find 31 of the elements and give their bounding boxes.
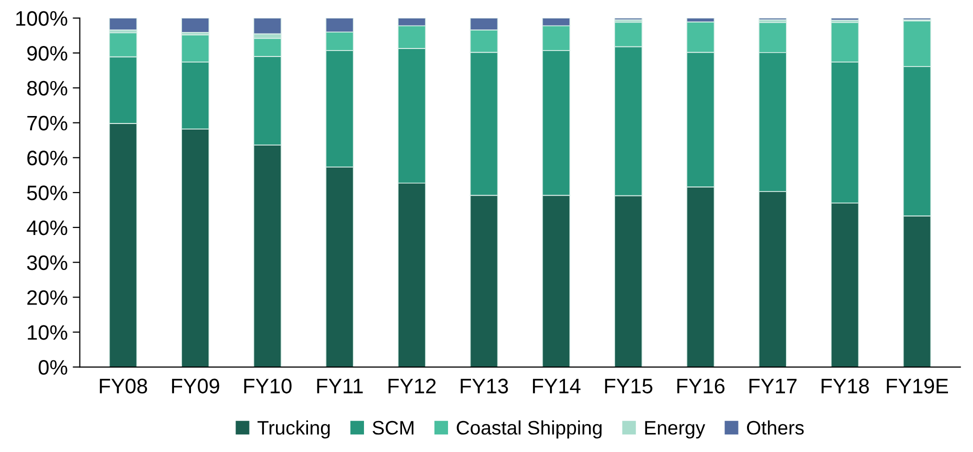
legend-label: Trucking (258, 420, 330, 439)
x-tick-label: FY12 (388, 378, 436, 394)
x-tick-label: FY10 (244, 378, 292, 394)
legend-label: Others (746, 420, 804, 435)
x-tick-label: FY15 (605, 378, 652, 394)
x-tick-label: FY09 (172, 378, 220, 394)
x-tick-label: FY11 (317, 378, 363, 394)
y-tick-label: 90% (27, 46, 68, 61)
bar (181, 18, 210, 33)
legend-label: Energy (645, 421, 706, 439)
y-tick-label: 20% (27, 290, 68, 305)
x-tick-label: FY16 (677, 378, 724, 394)
x-tick-label: FY17 (750, 378, 797, 394)
y-tick-label: 0% (38, 360, 68, 375)
legend-label: Coastal Shipping (456, 420, 602, 439)
y-tick-label: 80% (27, 80, 68, 96)
y-tick-label: 30% (27, 255, 68, 270)
legend-label: SCM (372, 420, 414, 435)
x-tick-label: FY13 (460, 378, 508, 394)
x-tick-label: FY08 (100, 378, 148, 394)
y-tick-label: 40% (26, 220, 68, 236)
y-tick-label: 10% (28, 325, 68, 340)
x-tick-label: FY14 (532, 378, 580, 394)
x-tick-label: FY18 (822, 378, 869, 394)
y-tick-label: 50% (27, 186, 68, 200)
x-tick-label: FY19E (886, 378, 948, 394)
y-tick-label: 70% (27, 116, 68, 131)
y-tick-label: 60% (27, 150, 68, 166)
bar (253, 18, 282, 34)
y-tick-label: 100% (16, 11, 68, 26)
bar (108, 18, 138, 30)
